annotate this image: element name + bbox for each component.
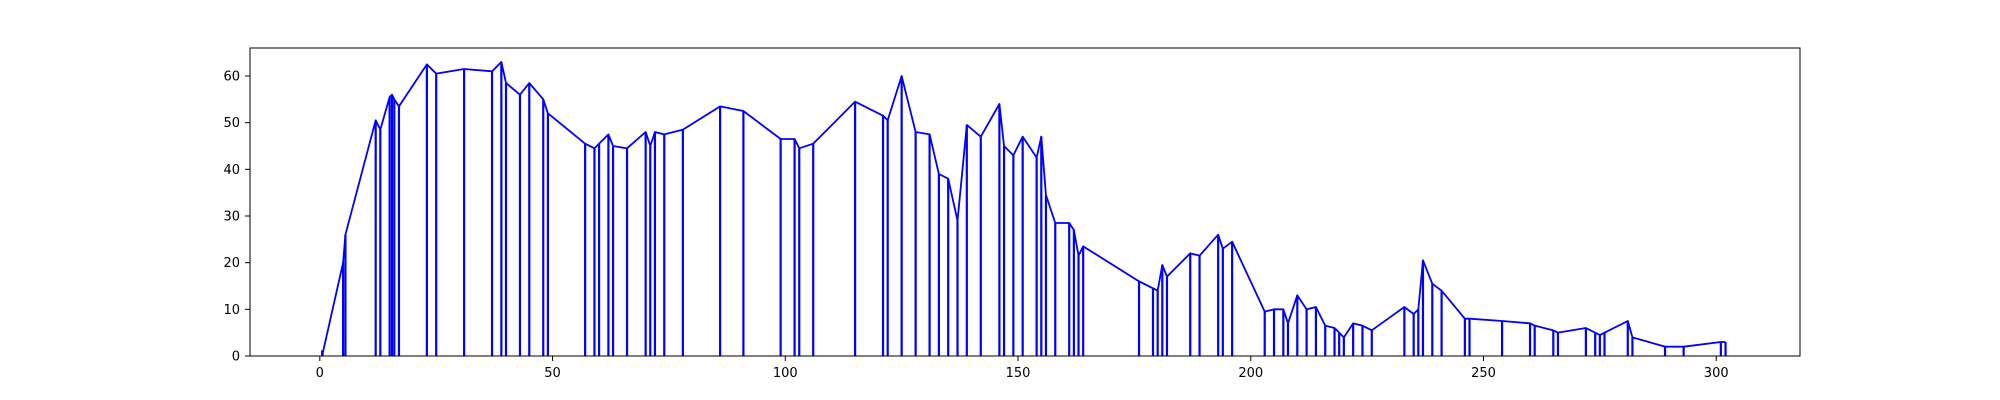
x-tick-label: 200 xyxy=(1238,366,1263,381)
x-tick-label: 0 xyxy=(316,366,324,381)
x-axis: 0 50 100 150 200 250 300 xyxy=(316,356,1729,381)
y-tick-label: 0 xyxy=(232,350,240,365)
x-tick-label: 100 xyxy=(773,366,798,381)
x-tick-label: 150 xyxy=(1006,366,1031,381)
series-line xyxy=(321,61,1726,355)
y-tick-label: 10 xyxy=(223,303,240,318)
x-tick-label: 250 xyxy=(1471,366,1496,381)
plot-area xyxy=(250,48,1800,356)
y-tick-label: 60 xyxy=(223,70,240,85)
y-tick-label: 50 xyxy=(223,116,240,131)
drop-lines xyxy=(321,62,1727,356)
y-tick-label: 40 xyxy=(223,163,240,178)
y-tick-label: 20 xyxy=(223,256,240,271)
y-tick-label: 30 xyxy=(223,210,240,225)
x-tick-label: 50 xyxy=(544,366,561,381)
y-axis: 0 10 20 30 40 50 60 xyxy=(223,70,250,365)
x-tick-label: 300 xyxy=(1704,366,1729,381)
plot-border xyxy=(249,47,1801,357)
